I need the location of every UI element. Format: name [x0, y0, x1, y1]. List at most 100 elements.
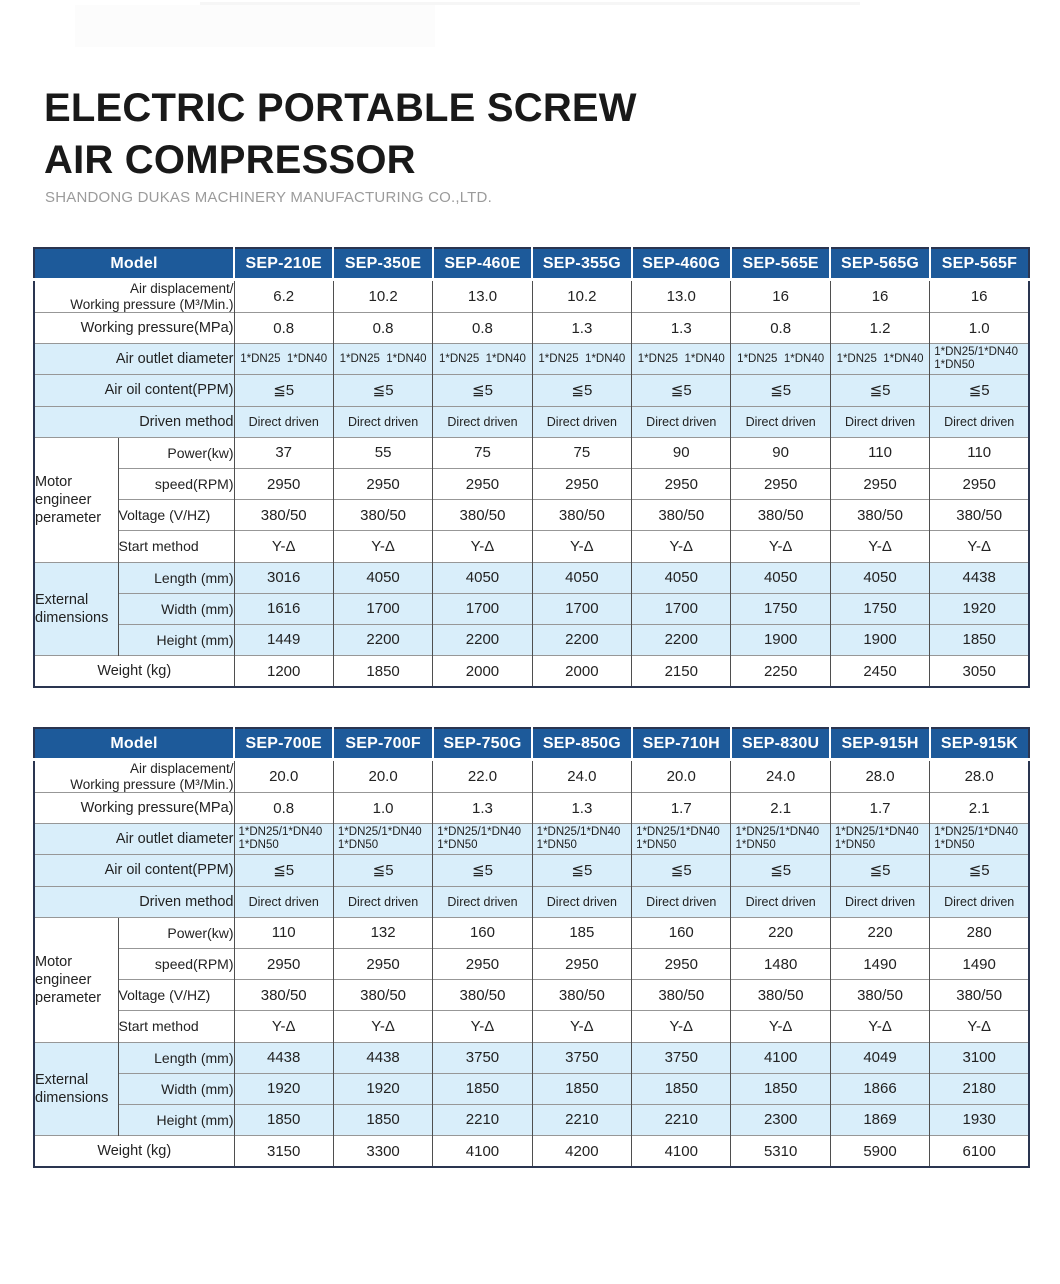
spec-value-cell: 1920 [332, 1072, 433, 1105]
spec-value-cell: 4050 [531, 561, 632, 594]
table-row: Height (mm) 1850 1850 2210 2210 2210 2300 1869 1… [34, 1103, 1030, 1136]
spec-value-cell: ≦5 [531, 374, 632, 407]
speed-label: speed(RPM) [117, 467, 234, 500]
spec-value-cell: 110 [829, 436, 930, 469]
spec-value-cell: 2950 [730, 467, 831, 500]
spec-value-cell: 24.0 [730, 759, 831, 793]
spec-value-cell: 1*DN25/1*DN40 1*DN50 [730, 823, 831, 855]
spec-table: Model SEP-210E SEP-350E SEP-460E SEP-355G SEP… [33, 247, 1031, 689]
spec-value-cell: 16 [829, 279, 930, 313]
spec-value-cell: 4100 [432, 1135, 533, 1168]
spec-value-cell: 1900 [829, 623, 930, 656]
model-header: SEP-565E [729, 248, 831, 281]
spec-value-cell: 1700 [432, 592, 533, 625]
spec-value-cell: 37 [233, 436, 334, 469]
spec-value-cell: 380/50 [929, 979, 1030, 1011]
table-row: Air displacement/Working pressure (M³/Mi… [33, 759, 1030, 793]
external-group-label: External dimensions [33, 1041, 118, 1136]
page-title: ELECTRIC PORTABLE SCREW AIR COMPRESSOR [44, 82, 637, 186]
table-row: Working pressure(MPa) 0.8 1.0 1.3 1.3 1.7 2.1 1… [33, 791, 1030, 824]
spec-value-cell: 10.2 [531, 279, 632, 313]
spec-value-cell: ≦5 [929, 854, 1030, 887]
air-outlet-label: Air outlet diameter [33, 823, 234, 855]
spec-value-cell: 2200 [531, 623, 632, 656]
spec-value-cell: 1*DN25 1*DN40 [332, 343, 433, 375]
spec-value-cell: 1.3 [531, 791, 632, 824]
spec-value-cell: 2950 [432, 947, 533, 980]
spec-value-cell: 380/50 [929, 499, 1030, 531]
spec-value-cell: ≦5 [631, 374, 731, 407]
external-group-label: External dimensions [33, 561, 118, 656]
power-label: Power(kw) [117, 436, 234, 469]
spec-value-cell: Direct driven [829, 885, 930, 918]
spec-value-cell: ≦5 [730, 374, 831, 407]
model-header: SEP-850G [531, 728, 632, 761]
spec-value-cell: 3150 [233, 1135, 334, 1168]
driven-method-label: Driven method [33, 405, 234, 438]
spec-value-cell: 1.0 [929, 311, 1030, 344]
spec-value-cell: 1*DN25 1*DN40 [233, 343, 334, 375]
spec-value-cell: 0.8 [233, 311, 334, 344]
spec-value-cell: Y-Δ [829, 530, 930, 562]
spec-value-cell: 5310 [730, 1135, 831, 1168]
spec-value-cell: 4100 [730, 1041, 831, 1074]
length-label: Length (mm) [117, 1041, 234, 1074]
spec-value-cell: 20.0 [631, 759, 731, 793]
spec-value-cell: Direct driven [233, 405, 334, 438]
height-label: Height (mm) [117, 1103, 234, 1136]
model-header: SEP-830U [729, 728, 831, 761]
spec-value-cell: 1*DN25 1*DN40 [730, 343, 831, 375]
model-header: SEP-565F [928, 248, 1030, 281]
model-header: SEP-700F [332, 728, 433, 761]
spec-value-cell: 2950 [929, 467, 1030, 500]
power-label: Power(kw) [117, 916, 234, 949]
spec-value-cell: 1700 [332, 592, 433, 625]
working-pressure-label: Working pressure(MPa) [33, 791, 234, 824]
spec-value-cell: 4050 [631, 561, 731, 594]
table-row: Width (mm) 1616 1700 1700 1700 1700 1750 1750 19… [34, 592, 1030, 625]
model-header: SEP-565G [829, 248, 930, 281]
length-label: Length (mm) [117, 561, 234, 594]
spec-value-cell: ≦5 [631, 854, 731, 887]
model-header-row: Model SEP-210E SEP-350E SEP-460E SEP-355G SEP… [34, 248, 1030, 281]
spec-value-cell: 4100 [631, 1135, 731, 1168]
spec-value-cell: 4049 [829, 1041, 930, 1074]
table-row: speed(RPM) 2950 2950 2950 2950 2950 2950 2950 29… [34, 467, 1030, 500]
spec-value-cell: 3750 [631, 1041, 731, 1074]
spec-value-cell: Y-Δ [631, 1010, 731, 1042]
spec-value-cell: 110 [929, 436, 1030, 469]
spec-value-cell: 1850 [531, 1072, 632, 1105]
spec-value-cell: 4050 [332, 561, 433, 594]
spec-value-cell: 1700 [631, 592, 731, 625]
spec-value-cell: 132 [332, 916, 433, 949]
spec-value-cell: 1.7 [829, 791, 930, 824]
spec-value-cell: Y-Δ [531, 1010, 632, 1042]
table-row: Driven method Direct driven Direct driven D… [33, 885, 1030, 918]
spec-value-cell: 380/50 [531, 979, 632, 1011]
spec-value-cell: 380/50 [432, 499, 533, 531]
spec-value-cell: Direct driven [332, 405, 433, 438]
spec-value-cell: 2200 [631, 623, 731, 656]
spec-value-cell: 2450 [829, 655, 930, 688]
spec-value-cell: 220 [730, 916, 831, 949]
table-row: Air oil content(PPM) ≦5 ≦5 ≦5 ≦5 ≦5 ≦5 ≦5 ≦5 [33, 854, 1030, 887]
spec-value-cell: 1700 [531, 592, 632, 625]
spec-value-cell: 1*DN25 1*DN40 [531, 343, 632, 375]
model-header: SEP-460G [630, 248, 731, 281]
table-row: External dimensions Length (mm) 3016 4050 40… [33, 561, 1030, 656]
spec-value-cell: 380/50 [631, 979, 731, 1011]
table-row: Start method Y-Δ Y-Δ Y-Δ Y-Δ Y-Δ Y-Δ Y-Δ Y-Δ [34, 530, 1030, 562]
table-row: speed(RPM) 2950 2950 2950 2950 2950 1480 1490 14… [34, 947, 1030, 980]
spec-value-cell: 380/50 [531, 499, 632, 531]
spec-value-cell: Direct driven [432, 885, 533, 918]
spec-value-cell: Direct driven [631, 885, 731, 918]
spec-value-cell: 2200 [432, 623, 533, 656]
model-header: SEP-460E [431, 248, 533, 281]
voltage-label: Voltage (V/HZ) [117, 979, 234, 1011]
table-row: Driven method Direct driven Direct driven D… [33, 405, 1030, 438]
spec-value-cell: 13.0 [631, 279, 731, 313]
spec-value-cell: 5900 [829, 1135, 930, 1168]
spec-value-cell: 1.0 [332, 791, 433, 824]
table-row: Start method Y-Δ Y-Δ Y-Δ Y-Δ Y-Δ Y-Δ Y-Δ Y-Δ [34, 1010, 1030, 1042]
spec-value-cell: 20.0 [332, 759, 433, 793]
